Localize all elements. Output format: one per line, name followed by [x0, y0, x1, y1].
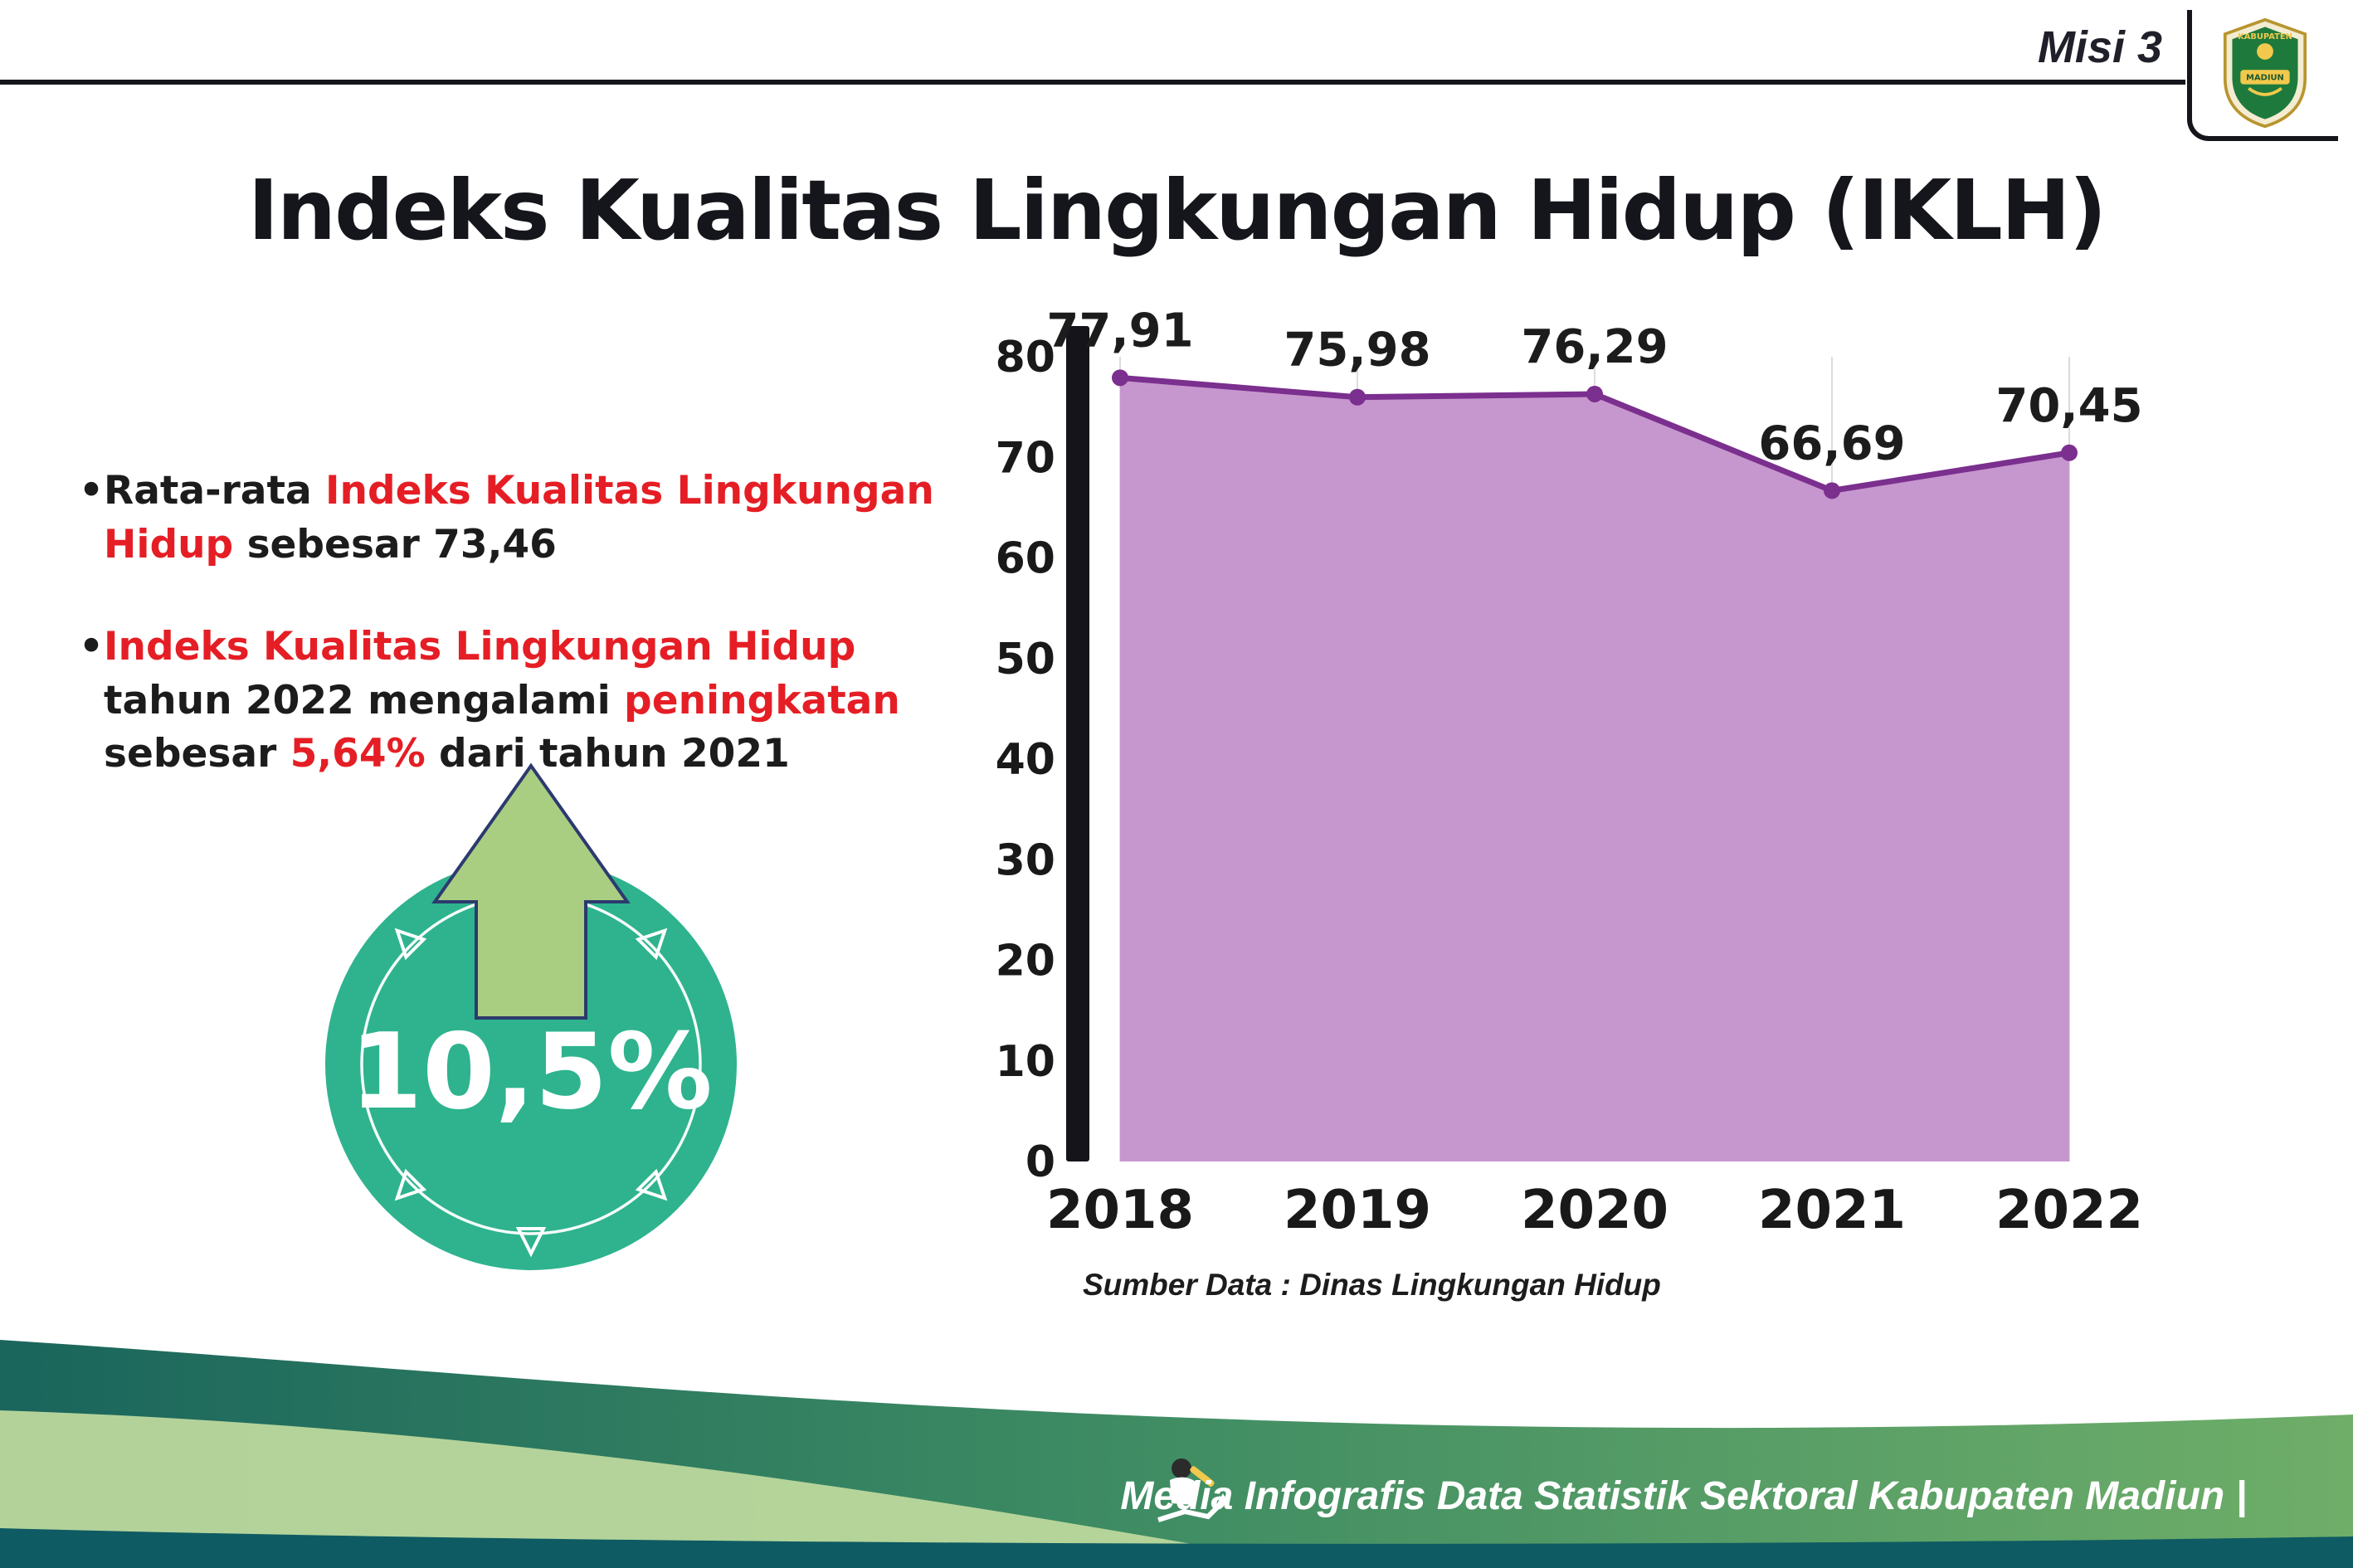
up-arrow-icon [431, 762, 631, 1020]
logo-star [2257, 43, 2273, 60]
y-axis-label: 20 [996, 937, 1055, 986]
logo-text-bottom: MADIUN [2246, 74, 2284, 83]
data-point [1586, 385, 1603, 402]
y-axis-labels: 0 10 20 30 40 50 60 70 80 [996, 333, 1055, 1187]
data-point [1824, 482, 1840, 499]
y-axis-label: 60 [996, 534, 1055, 584]
x-axis-label: 2019 [1284, 1180, 1431, 1241]
x-axis-label: 2020 [1521, 1180, 1669, 1241]
mascot-arrowhead [1216, 1493, 1228, 1505]
text-segment: 5,64% [290, 731, 426, 777]
badge-ring-notches [394, 928, 668, 1258]
data-point [1349, 388, 1366, 406]
footer-wave-dark [0, 1528, 2353, 1568]
x-axis-label: 2018 [1046, 1180, 1194, 1241]
data-label: 77,91 [1046, 304, 1193, 358]
logo-text-top: KABUPATEN [2238, 32, 2292, 41]
data-label: 70,45 [1995, 379, 2142, 433]
y-axis-label: 40 [996, 735, 1055, 785]
logo-banner [2240, 70, 2290, 85]
text-segment: peningkatan [624, 677, 900, 723]
bullet-average-iklh: • Rata-rata Indeks Kualitas Lingkungan H… [79, 465, 942, 572]
bullet-text: Indeks Kualitas Lingkungan Hidup tahun 2… [104, 624, 900, 777]
x-axis-label: 2021 [1758, 1180, 1906, 1241]
data-label: 75,98 [1284, 324, 1430, 377]
data-label: 76,29 [1521, 320, 1668, 374]
badge-value: 10,5% [349, 1010, 712, 1132]
y-axis-label: 0 [1025, 1137, 1055, 1187]
chart-series: 77,91 75,98 76,29 66,69 70,45 [1046, 304, 2143, 1161]
text-segment: sebesar 73,46 [233, 521, 557, 567]
chart-source: Sumber Data : Dinas Lingkungan Hidup [1083, 1268, 1661, 1302]
bullet-text: Rata-rata Indeks Kualitas Lingkungan Hid… [104, 468, 934, 567]
logo-ribbon [2248, 87, 2282, 96]
summary-bullets: • Rata-rata Indeks Kualitas Lingkungan H… [79, 465, 942, 782]
ring-notch-icon [635, 1168, 668, 1201]
text-segment: Indeks Kualitas Lingkungan Hidup [104, 468, 934, 567]
ring-notch-icon [394, 928, 427, 961]
logo-frame: KABUPATEN MADIUN [2187, 10, 2338, 141]
y-axis-label: 30 [996, 835, 1055, 885]
data-label: 66,69 [1758, 416, 1905, 470]
mascot-chart-line [1157, 1499, 1225, 1522]
bullet-marker: • [79, 623, 105, 670]
footer-caption: Media Infografis Data Statistik Sektoral… [1120, 1474, 2247, 1518]
footer-waves [0, 1340, 2353, 1568]
text-segment: Rata-rata [104, 468, 326, 514]
y-axis-label: 10 [996, 1037, 1055, 1087]
bullet-increase-iklh: • Indeks Kualitas Lingkungan Hidup tahun… [79, 621, 942, 782]
x-axis-labels: 2018 2019 2020 2021 2022 [1046, 1180, 2143, 1241]
text-segment: tahun 2022 mengalami [104, 677, 625, 723]
footer-wave-light [0, 1410, 1328, 1568]
mascot-icon [1157, 1458, 1228, 1522]
data-point [1112, 369, 1128, 387]
y-axis-label: 80 [996, 333, 1055, 382]
ring-notch-icon [635, 928, 668, 961]
increase-badge: 10,5% [325, 762, 737, 1270]
area-fill [1120, 377, 2069, 1161]
text-segment: Indeks Kualitas Lingkungan Hidup [104, 623, 856, 670]
badge-circle [325, 859, 737, 1270]
kabupaten-madiun-logo: KABUPATEN MADIUN [2223, 17, 2307, 129]
mascot-head [1172, 1458, 1191, 1478]
x-axis-label: 2022 [1995, 1180, 2143, 1241]
text-segment: dari tahun 2021 [425, 731, 790, 777]
y-axis-label: 50 [996, 635, 1055, 684]
misi-label: Misi 3 [2037, 22, 2162, 72]
data-point [2061, 444, 2078, 461]
mascot-body [1170, 1477, 1198, 1505]
header-rule [0, 80, 2185, 85]
bullet-marker: • [79, 468, 105, 514]
ring-notch-icon [515, 1227, 547, 1258]
page-title: Indeks Kualitas Lingkungan Hidup (IKLH) [247, 162, 2107, 259]
text-segment: sebesar [104, 731, 290, 777]
mascot-pencil [1190, 1466, 1215, 1488]
ring-notch-icon [394, 1168, 427, 1201]
y-axis-bar [1066, 326, 1089, 1161]
y-axis-label: 70 [996, 433, 1055, 483]
